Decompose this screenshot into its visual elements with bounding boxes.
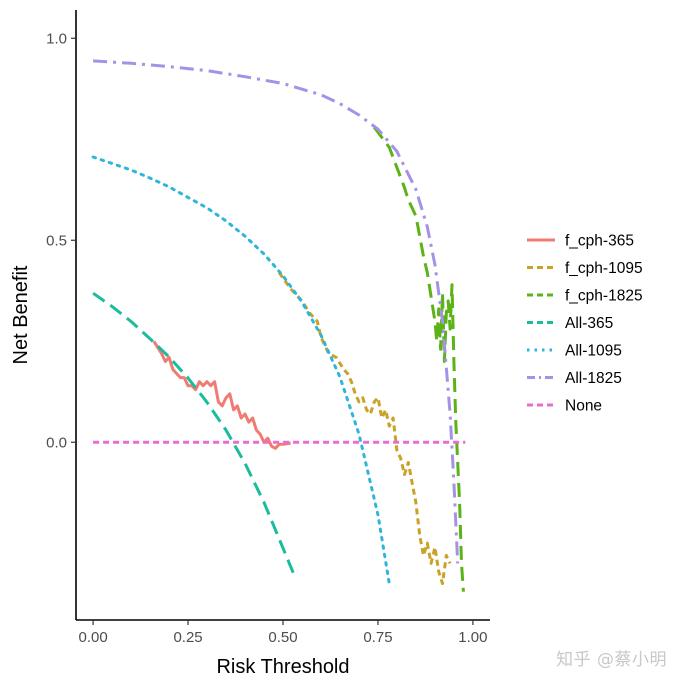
series-line-all-365 [92,291,296,577]
x-axis: 0.00 0.25 0.50 0.75 1.00 [76,619,490,646]
series-line-f-cph-1825 [372,126,465,592]
legend-label-all-1825: All-1825 [565,370,622,387]
watermark: 知乎 @蔡小明 [556,650,667,670]
series-line-all-1095 [91,155,391,586]
legend-label-all-365: All-365 [565,315,613,332]
legend-label-f-cph-1825: f_cph-1825 [565,288,643,305]
x-tick-label: 0.50 [268,629,297,646]
x-axis-title: Risk Threshold [216,656,349,678]
y-tick-label: 1.0 [46,30,67,47]
x-ticks: 0.00 0.25 0.50 0.75 1.00 [78,620,488,646]
x-tick-label: 0.00 [78,629,107,646]
y-ticks: 0.0 0.5 1.0 [46,30,76,451]
x-tick-label: 0.75 [363,629,392,646]
legend-label-f-cph-365: f_cph-365 [565,233,634,250]
legend: f_cph-365 f_cph-1095 f_cph-1825 All-365 All-… [527,233,643,415]
series-line-f-cph-1095 [277,271,452,586]
x-tick-label: 1.00 [458,629,487,646]
series-line-all-1825 [93,59,460,564]
legend-label-f-cph-1095: f_cph-1095 [565,260,643,277]
legend-label-all-1095: All-1095 [565,343,622,360]
y-tick-label: 0.5 [46,232,67,249]
legend-label-none: None [565,398,602,415]
y-axis: 0.0 0.5 1.0 [46,10,77,620]
series-layer [91,59,466,592]
x-tick-label: 0.25 [173,629,202,646]
series-line-f-cph-365 [152,340,291,450]
y-tick-label: 0.0 [46,434,67,451]
y-axis-title: Net Benefit [10,265,32,364]
